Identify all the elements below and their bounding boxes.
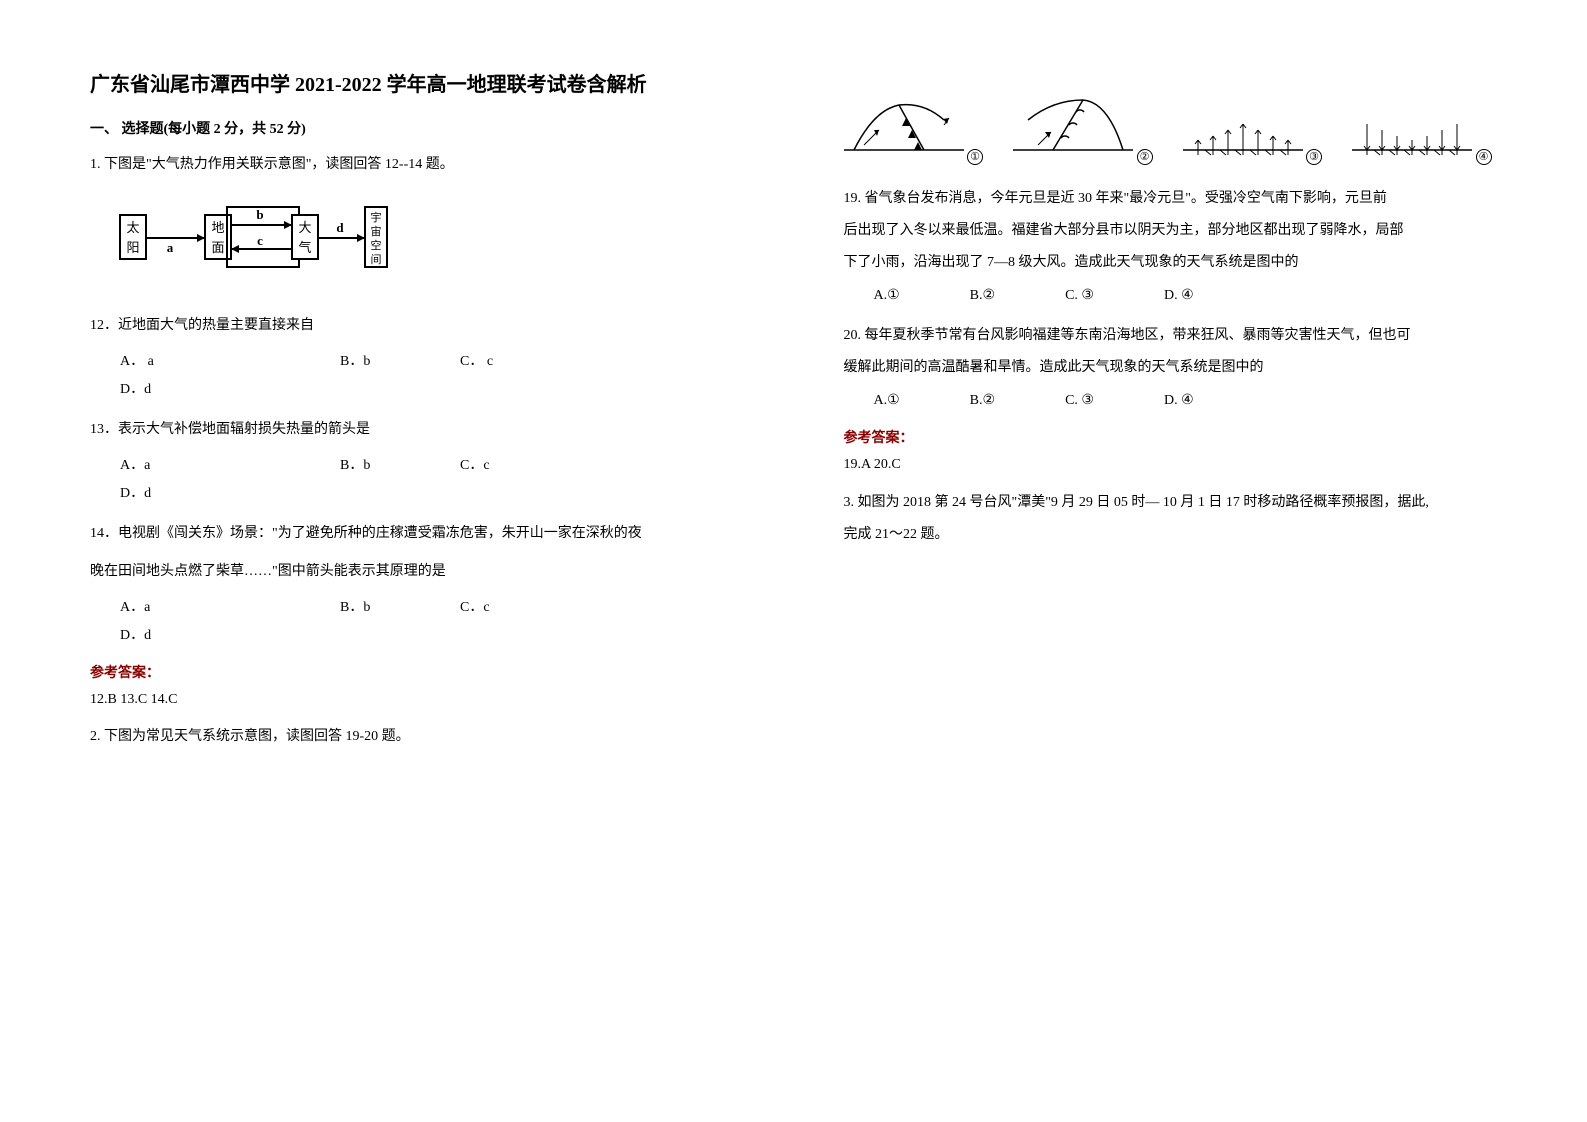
question-12: 12．近地面大气的热量主要直接来自 A． a B．b C． c D．d <box>90 312 744 398</box>
q12-option-a: A． a <box>120 350 340 370</box>
question-13: 13．表示大气补偿地面辐射损失热量的箭头是 A．a B．b C．c D．d <box>90 416 744 502</box>
panel-1-label: ① <box>967 149 983 165</box>
q13-option-b: B．b <box>340 454 460 474</box>
panel-3-label: ③ <box>1306 149 1322 165</box>
svg-text:阳: 阳 <box>126 240 139 255</box>
svg-text:间: 间 <box>371 253 382 266</box>
q12-option-d: D．d <box>120 378 744 398</box>
q19-option-b: B.② <box>970 287 995 304</box>
svg-text:空: 空 <box>371 238 382 252</box>
question-20: 20. 每年夏秋季节常有台风影响福建等东南沿海地区，带来狂风、暴雨等灾害性天气，… <box>844 322 1498 409</box>
right-column: ① ② <box>794 0 1587 1122</box>
svg-text:宙: 宙 <box>371 224 382 238</box>
q3-line2: 完成 21～22 题。 <box>844 521 1498 549</box>
q12-text: 12．近地面大气的热量主要直接来自 <box>90 312 744 340</box>
weather-systems-diagram: ① ② <box>844 70 1498 165</box>
question-3: 3. 如图为 2018 第 24 号台风"潭美"9 月 29 日 05 时— 1… <box>844 489 1498 549</box>
q13-option-c: C．c <box>460 454 560 474</box>
q19-option-a: A.① <box>874 287 900 304</box>
warm-front-svg <box>1013 70 1133 160</box>
weather-panel-1: ① <box>844 70 984 165</box>
atm-diagram-svg: 太 阳 a 地 面 b c 大 气 d <box>110 197 400 277</box>
q20-options: A.① B.② C. ③ D. ④ <box>874 392 1498 409</box>
panel-2-label: ② <box>1137 149 1153 165</box>
svg-text:c: c <box>257 233 263 248</box>
q13-option-a: A．a <box>120 454 340 474</box>
q20-line1: 20. 每年夏秋季节常有台风影响福建等东南沿海地区，带来狂风、暴雨等灾害性天气，… <box>844 322 1498 350</box>
q14-option-c: C．c <box>460 596 560 616</box>
svg-text:面: 面 <box>211 240 224 255</box>
q14-text-line2: 晚在田间地头点燃了柴草……"图中箭头能表示其原理的是 <box>90 558 744 586</box>
q13-options-row1: A．a B．b C．c <box>120 454 744 474</box>
svg-text:太: 太 <box>126 220 139 235</box>
svg-text:大: 大 <box>298 220 311 235</box>
q13-text: 13．表示大气补偿地面辐射损失热量的箭头是 <box>90 416 744 444</box>
q14-option-d: D．d <box>120 624 744 644</box>
q19-options: A.① B.② C. ③ D. ④ <box>874 287 1498 304</box>
question-14: 14．电视剧《闯关东》场景："为了避免所种的庄稼遭受霜冻危害，朱开山一家在深秋的… <box>90 520 744 644</box>
weather-panel-2: ② <box>1013 70 1153 165</box>
q13-option-d: D．d <box>120 482 744 502</box>
svg-text:a: a <box>167 240 174 255</box>
q3-line1: 3. 如图为 2018 第 24 号台风"潭美"9 月 29 日 05 时— 1… <box>844 489 1498 517</box>
q14-options-row1: A．a B．b C．c <box>120 596 744 616</box>
cold-front-svg <box>844 70 964 160</box>
q19-line3: 下了小雨，沿海出现了 7—8 级大风。造成此天气现象的天气系统是图中的 <box>844 249 1498 277</box>
q20-line2: 缓解此期间的高温酷暑和旱情。造成此天气现象的天气系统是图中的 <box>844 354 1498 382</box>
weather-panel-4: ④ <box>1352 70 1492 165</box>
q2-answer-text: 19.A 20.C <box>844 457 1498 473</box>
q20-option-c: C. ③ <box>1065 392 1094 409</box>
q14-text-line1: 14．电视剧《闯关东》场景："为了避免所种的庄稼遭受霜冻危害，朱开山一家在深秋的… <box>90 520 744 548</box>
document-title: 广东省汕尾市潭西中学 2021-2022 学年高一地理联考试卷含解析 <box>90 70 744 100</box>
left-column: 广东省汕尾市潭西中学 2021-2022 学年高一地理联考试卷含解析 一、 选择… <box>0 0 794 1122</box>
svg-text:宇: 宇 <box>371 211 382 224</box>
q20-option-b: B.② <box>970 392 995 409</box>
q20-option-a: A.① <box>874 392 900 409</box>
q12-options-row1: A． a B．b C． c <box>120 350 744 370</box>
atmosphere-diagram: 太 阳 a 地 面 b c 大 气 d <box>110 197 744 282</box>
q19-line2: 后出现了入冬以来最低温。福建省大部分县市以阴天为主，部分地区都出现了弱降水，局部 <box>844 217 1498 245</box>
section-header-part1: 一、 选择题(每小题 2 分，共 52 分) <box>90 118 744 138</box>
q12-option-c: C． c <box>460 350 560 370</box>
q19-line1: 19. 省气象台发布消息，今年元旦是近 30 年来"最冷元旦"。受强冷空气南下影… <box>844 185 1498 213</box>
q1-intro: 1. 下图是"大气热力作用关联示意图"，读图回答 12--14 题。 <box>90 152 744 177</box>
q20-option-d: D. ④ <box>1164 392 1194 409</box>
q14-option-a: A．a <box>120 596 340 616</box>
q14-option-b: B．b <box>340 596 460 616</box>
q1-answer-label: 参考答案： <box>90 662 744 682</box>
q12-option-b: B．b <box>340 350 460 370</box>
anticyclone-svg <box>1352 70 1472 160</box>
q19-option-c: C. ③ <box>1065 287 1094 304</box>
question-19: 19. 省气象台发布消息，今年元旦是近 30 年来"最冷元旦"。受强冷空气南下影… <box>844 185 1498 304</box>
q2-answer-label: 参考答案： <box>844 427 1498 447</box>
svg-text:d: d <box>336 220 344 235</box>
panel-4-label: ④ <box>1476 149 1492 165</box>
cyclone-svg <box>1183 70 1303 160</box>
q19-option-d: D. ④ <box>1164 287 1194 304</box>
svg-text:b: b <box>256 207 263 222</box>
svg-text:气: 气 <box>298 240 311 255</box>
weather-panel-3: ③ <box>1183 70 1323 165</box>
q1-answer-text: 12.B 13.C 14.C <box>90 692 744 708</box>
svg-text:地: 地 <box>211 220 224 235</box>
q2-intro: 2. 下图为常见天气系统示意图，读图回答 19-20 题。 <box>90 724 744 749</box>
